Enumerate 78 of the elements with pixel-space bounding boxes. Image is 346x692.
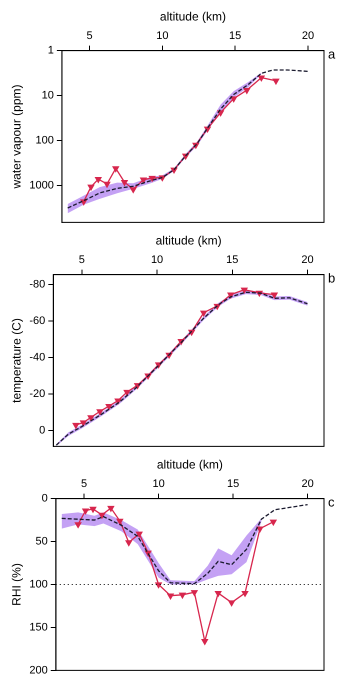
point bbox=[108, 506, 114, 512]
y-tick-label: 10 bbox=[42, 90, 54, 102]
point bbox=[136, 532, 142, 538]
point bbox=[126, 540, 132, 546]
point bbox=[214, 590, 222, 597]
x-tick-label: 20 bbox=[301, 254, 314, 266]
point bbox=[90, 506, 96, 513]
text: b bbox=[328, 270, 336, 286]
point bbox=[106, 404, 112, 410]
text: a bbox=[328, 46, 336, 62]
x-axis-title: altitude (km) bbox=[156, 458, 223, 472]
y-tick-label: 50 bbox=[36, 536, 48, 548]
point bbox=[270, 520, 277, 526]
point bbox=[148, 176, 156, 182]
y-axis-title: water vapour (ppm) bbox=[10, 84, 24, 190]
point bbox=[155, 582, 162, 588]
point bbox=[116, 518, 124, 525]
x-tick-label: 10 bbox=[152, 478, 165, 490]
point bbox=[179, 592, 186, 598]
point bbox=[82, 508, 89, 514]
point bbox=[258, 75, 265, 82]
x-tick-label: 5 bbox=[78, 254, 85, 266]
x-tick-label: 10 bbox=[150, 254, 164, 266]
x-axis-title: altitude (km) bbox=[160, 10, 226, 24]
x-axis-title: altitude (km) bbox=[156, 234, 222, 248]
point bbox=[200, 310, 207, 316]
point bbox=[228, 292, 234, 298]
point bbox=[191, 590, 198, 596]
x-tick-label: 5 bbox=[86, 30, 93, 42]
y-tick-label: 0 bbox=[39, 424, 46, 437]
y-tick-label: -40 bbox=[29, 352, 46, 364]
point bbox=[88, 415, 94, 422]
point bbox=[114, 398, 122, 404]
point bbox=[242, 590, 248, 597]
x-tick-label: 5 bbox=[81, 478, 88, 490]
y-axis-title: temperature (C) bbox=[10, 318, 24, 403]
x-tick-label: 20 bbox=[302, 30, 314, 42]
x-tick-label: 15 bbox=[226, 478, 240, 490]
point bbox=[202, 639, 208, 645]
point bbox=[104, 182, 110, 188]
y-axis-title: RHI (%) bbox=[10, 563, 24, 606]
point bbox=[140, 178, 147, 184]
x-tick-label: 15 bbox=[226, 254, 238, 266]
point bbox=[244, 88, 250, 94]
point bbox=[121, 180, 128, 186]
line-series bbox=[61, 504, 308, 584]
x-tick-label: 15 bbox=[229, 30, 242, 42]
y-tick-label: 1000 bbox=[29, 179, 54, 192]
y-tick-label: 1 bbox=[48, 44, 54, 57]
line-series bbox=[67, 69, 309, 209]
point bbox=[74, 522, 82, 528]
point bbox=[130, 187, 136, 193]
x-tick-label: 10 bbox=[156, 30, 168, 42]
point bbox=[167, 594, 174, 600]
text: c bbox=[328, 494, 335, 510]
point bbox=[271, 292, 278, 298]
y-tick-label: -20 bbox=[29, 388, 46, 400]
point bbox=[98, 512, 106, 519]
point bbox=[96, 409, 104, 416]
point bbox=[230, 96, 237, 102]
point bbox=[95, 177, 102, 183]
point bbox=[88, 184, 94, 190]
y-tick-label: 0 bbox=[42, 492, 48, 505]
y-tick-label: -60 bbox=[29, 315, 46, 328]
y-tick-label: 100 bbox=[36, 134, 54, 146]
point bbox=[228, 600, 235, 606]
point bbox=[80, 420, 87, 426]
point bbox=[72, 422, 80, 429]
y-tick-label: 100 bbox=[29, 578, 48, 591]
y-tick-label: -80 bbox=[29, 278, 46, 291]
point bbox=[241, 288, 248, 294]
point bbox=[256, 526, 264, 532]
point bbox=[124, 390, 130, 396]
point bbox=[272, 78, 280, 84]
y-tick-label: 150 bbox=[29, 621, 48, 634]
x-tick-label: 20 bbox=[301, 478, 314, 490]
point bbox=[112, 166, 119, 172]
y-tick-label: 200 bbox=[29, 664, 48, 676]
